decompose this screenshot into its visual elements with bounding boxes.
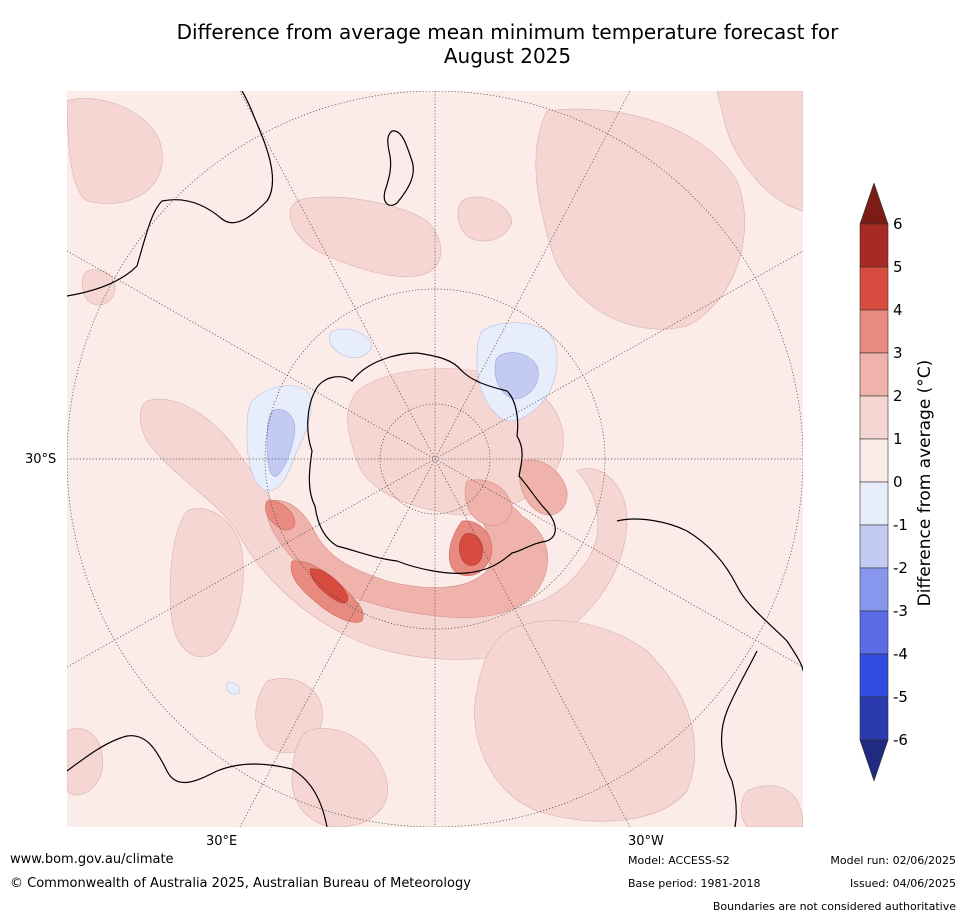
title-line-1: Difference from average mean minimum tem… [176, 20, 839, 44]
anomaly-4-5-patches [309, 533, 483, 604]
footer-issued: Issued: 04/06/2025 [849, 877, 956, 890]
colorbar-tick-label: 5 [893, 258, 903, 276]
polar-map[interactable] [67, 91, 803, 827]
colorbar-tick-label: -2 [893, 559, 908, 577]
colorbar-tick-label: 1 [893, 430, 903, 448]
colorbar-label: Difference from average (°C) [915, 359, 935, 607]
footer-model-run: Model run: 02/06/2025 [830, 854, 956, 867]
colorbar-segment [859, 610, 889, 655]
colorbar-segment [859, 266, 889, 311]
colorbar-tick-label: 2 [893, 387, 903, 405]
colorbar-segment [859, 567, 889, 612]
south-america-coastline [616, 518, 803, 827]
lon-label-30w: 30°W [628, 834, 664, 849]
colorbar-segment [859, 309, 889, 354]
colorbar-tick-label: -4 [893, 645, 908, 663]
title-line-2: August 2025 [443, 44, 572, 68]
colorbar-segment [859, 481, 889, 526]
anomaly-neg-1-2-patches [266, 352, 539, 477]
footer-url[interactable]: www.bom.gov.au/climate [10, 852, 174, 867]
colorbar-tick-label: 4 [893, 301, 903, 319]
colorbar-extend-top [859, 183, 889, 225]
coastlines [67, 91, 803, 827]
colorbar-segment [859, 524, 889, 569]
colorbar-segment [859, 223, 889, 268]
colorbar-extend-bottom [859, 739, 889, 782]
africa-coastline [67, 735, 328, 827]
graticule [67, 91, 803, 827]
colorbar-tick-label: 3 [893, 344, 903, 362]
map-svg [67, 91, 803, 827]
colorbar-segments [859, 183, 889, 782]
colorbar-tick-label: 0 [893, 473, 903, 491]
new-zealand-coastline [383, 130, 414, 206]
colorbar-tick-label: -1 [893, 516, 908, 534]
colorbar-segment [859, 653, 889, 698]
colorbar-segment [859, 395, 889, 440]
footer-copyright: © Commonwealth of Australia 2025, Austra… [10, 876, 471, 891]
australia-coastline [67, 91, 273, 297]
colorbar-tick-label: 6 [893, 215, 903, 233]
colorbar-segment [859, 438, 889, 483]
antarctica-coastline [307, 352, 556, 574]
footer-model: Model: ACCESS-S2 [628, 854, 730, 867]
colorbar-segment [859, 696, 889, 741]
lon-label-30e: 30°E [206, 834, 238, 849]
footer-base-period: Base period: 1981-2018 [628, 877, 761, 890]
chart-title: Difference from average mean minimum tem… [60, 20, 955, 68]
colorbar-segment [859, 352, 889, 397]
colorbar [859, 183, 889, 782]
footer-disclaimer: Boundaries are not considered authoritat… [712, 900, 956, 913]
lat-label-30s: 30°S [25, 452, 57, 467]
colorbar-tick-label: -6 [893, 731, 908, 749]
colorbar-tick-label: -5 [893, 688, 908, 706]
colorbar-tick-label: -3 [893, 602, 908, 620]
